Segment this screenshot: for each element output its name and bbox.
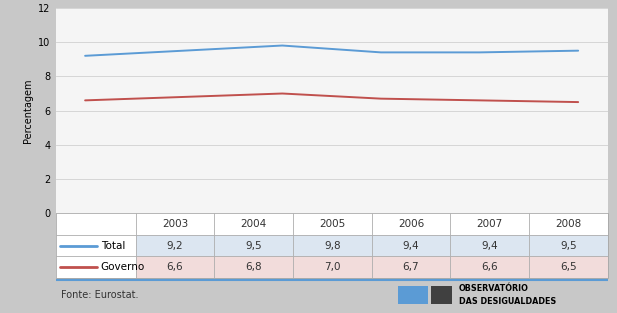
- Text: 6,7: 6,7: [403, 262, 420, 272]
- Bar: [529, 235, 608, 256]
- Bar: [214, 256, 293, 278]
- Text: Fonte: Eurostat.: Fonte: Eurostat.: [61, 290, 139, 300]
- Bar: [371, 213, 450, 235]
- Text: 6,8: 6,8: [246, 262, 262, 272]
- Text: 9,2: 9,2: [167, 241, 183, 251]
- FancyBboxPatch shape: [56, 213, 608, 278]
- Bar: [214, 213, 293, 235]
- Text: 2007: 2007: [476, 219, 503, 229]
- Text: 2003: 2003: [162, 219, 188, 229]
- Bar: [431, 286, 452, 304]
- Text: Governo: Governo: [101, 262, 145, 272]
- Text: Total: Total: [101, 241, 125, 251]
- Y-axis label: Percentagem: Percentagem: [23, 78, 33, 143]
- Bar: [450, 256, 529, 278]
- Bar: [293, 256, 371, 278]
- Bar: [529, 213, 608, 235]
- Text: 2008: 2008: [555, 219, 582, 229]
- Text: 9,5: 9,5: [560, 241, 577, 251]
- Bar: [450, 235, 529, 256]
- Bar: [214, 235, 293, 256]
- Text: 6,5: 6,5: [560, 262, 577, 272]
- Text: 9,8: 9,8: [324, 241, 341, 251]
- Bar: [293, 235, 371, 256]
- Bar: [371, 235, 450, 256]
- Text: 6,6: 6,6: [167, 262, 183, 272]
- Bar: [56, 256, 136, 278]
- Text: DAS DESIGUALDADES: DAS DESIGUALDADES: [459, 297, 556, 306]
- Text: 2004: 2004: [241, 219, 267, 229]
- Text: 6,6: 6,6: [481, 262, 498, 272]
- Text: 9,5: 9,5: [246, 241, 262, 251]
- Text: 9,4: 9,4: [481, 241, 498, 251]
- Bar: [371, 256, 450, 278]
- Bar: [136, 235, 214, 256]
- Bar: [56, 235, 136, 256]
- Bar: [450, 213, 529, 235]
- Bar: [136, 256, 214, 278]
- Text: 2005: 2005: [319, 219, 346, 229]
- Bar: [136, 213, 214, 235]
- Bar: [293, 213, 371, 235]
- Text: OBSERVATÓRIO: OBSERVATÓRIO: [459, 285, 529, 294]
- Bar: [529, 256, 608, 278]
- Text: 2006: 2006: [398, 219, 424, 229]
- Bar: [56, 213, 136, 235]
- Text: 7,0: 7,0: [324, 262, 341, 272]
- Bar: [398, 286, 428, 304]
- Text: 9,4: 9,4: [403, 241, 420, 251]
